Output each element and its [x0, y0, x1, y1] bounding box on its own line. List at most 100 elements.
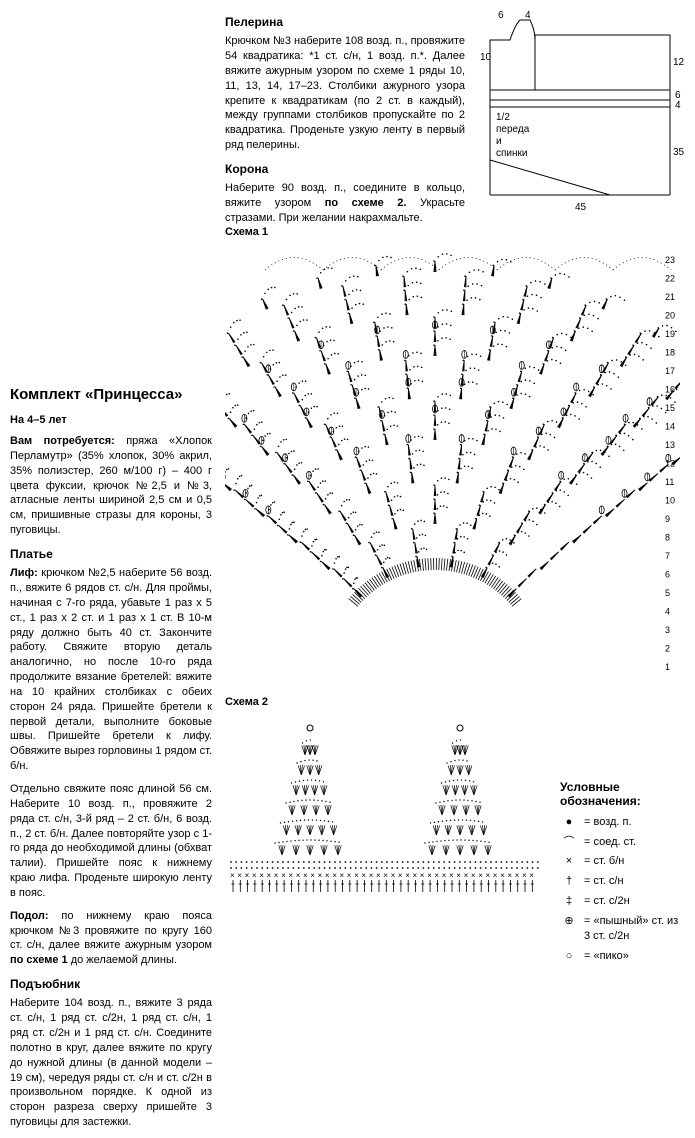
svg-text:×: ×: [529, 871, 534, 880]
svg-text:×: ×: [318, 871, 323, 880]
svg-text:×: ×: [500, 871, 505, 880]
schema1-chart: 1234567891011121314151617181920212223: [225, 240, 680, 685]
diagram-label-2: переда: [496, 124, 530, 135]
pelerina-title: Пелерина: [225, 14, 465, 30]
svg-text:16: 16: [665, 385, 675, 395]
legend-row: ‡= ст. с/2н: [560, 894, 685, 909]
korona-title: Корона: [225, 161, 465, 177]
svg-text:15: 15: [665, 403, 675, 413]
svg-text:×: ×: [442, 871, 447, 880]
legend-symbol: †: [560, 874, 578, 889]
svg-text:12: 12: [665, 459, 675, 469]
legend-row: ○ = «пико»: [560, 949, 685, 964]
dim-45: 45: [575, 202, 587, 213]
legend-row: ×= ст. б/н: [560, 854, 685, 869]
legend-symbol: ●: [560, 815, 578, 830]
dim-6a: 6: [498, 10, 504, 21]
legend-symbol: ×: [560, 854, 578, 869]
legend-row: ⊕= «пышный» ст. из 3 ст. с/2н: [560, 914, 685, 944]
svg-text:×: ×: [507, 871, 512, 880]
legend-text: = соед. ст.: [584, 835, 685, 850]
svg-text:11: 11: [665, 477, 674, 487]
svg-text:17: 17: [665, 366, 675, 376]
svg-text:×: ×: [361, 871, 366, 880]
svg-text:×: ×: [456, 871, 461, 880]
svg-text:×: ×: [259, 871, 264, 880]
svg-text:×: ×: [376, 871, 381, 880]
svg-text:×: ×: [434, 871, 439, 880]
schema2-chart: ××××××××××××××××××××××××××××××××××××××××…: [225, 710, 545, 895]
legend-row: † = ст. с/н: [560, 874, 685, 889]
dim-10: 10: [480, 52, 492, 63]
svg-text:14: 14: [665, 422, 675, 432]
svg-text:1: 1: [665, 662, 670, 672]
svg-text:21: 21: [665, 292, 675, 302]
svg-text:×: ×: [449, 871, 454, 880]
svg-text:×: ×: [288, 871, 293, 880]
legend-symbol: ‡: [560, 894, 578, 909]
podol-label: Подол:: [10, 910, 49, 922]
lif-text: крючком №2,5 наберите 56 возд. п., вяжит…: [10, 567, 212, 772]
svg-text:3: 3: [665, 625, 670, 635]
podyubnik-title: Подъюбник: [10, 976, 212, 992]
svg-text:×: ×: [310, 871, 315, 880]
svg-text:23: 23: [665, 255, 675, 265]
schema2-label: Схема 2: [225, 695, 268, 710]
korona-text: Наберите 90 возд. п., соедините в кольцо…: [225, 181, 465, 226]
left-column: Комплект «Принцесса» На 4–5 лет Вам потр…: [10, 385, 212, 1138]
svg-text:×: ×: [471, 871, 476, 880]
svg-text:×: ×: [274, 871, 279, 880]
legend-text: = возд. п.: [584, 815, 685, 830]
svg-text:×: ×: [391, 871, 396, 880]
podol-bold: по схеме 1: [10, 954, 68, 966]
svg-text:×: ×: [332, 871, 337, 880]
legend-text: = «пико»: [584, 949, 685, 964]
svg-text:×: ×: [464, 871, 469, 880]
diagram-label-4: спинки: [496, 148, 527, 159]
belt-para: Отдельно свяжите пояс длиной 56 см. Набе…: [10, 782, 212, 901]
svg-text:×: ×: [486, 871, 491, 880]
diagram-label-3: и: [496, 136, 502, 147]
svg-text:×: ×: [405, 871, 410, 880]
svg-text:×: ×: [230, 871, 235, 880]
legend: Условные обозначения: ● = возд. п. ⌒= соед…: [560, 780, 685, 969]
podol-para: Подол: по нижнему краю пояса крючком №3 …: [10, 909, 212, 968]
pelerina-section: Пелерина Крючком №3 наберите 108 возд. п…: [225, 14, 465, 234]
svg-text:×: ×: [354, 871, 359, 880]
pelerina-text: Крючком №3 наберите 108 возд. п., провяж…: [225, 34, 465, 153]
svg-text:10: 10: [665, 496, 675, 506]
svg-text:×: ×: [369, 871, 374, 880]
lif-para: Лиф: крючком №2,5 наберите 56 возд. п., …: [10, 566, 212, 774]
materials-label: Вам потребуется:: [10, 435, 115, 447]
podol-text-2: до желаемой длины.: [68, 954, 177, 966]
garment-diagram: 6 4 10 12 6 4 35 45 1/2 переда и спинки: [480, 10, 685, 220]
legend-title: Условные обозначения:: [560, 780, 685, 809]
svg-text:20: 20: [665, 311, 675, 321]
svg-text:×: ×: [267, 871, 272, 880]
svg-text:×: ×: [281, 871, 286, 880]
legend-text: = ст. с/н: [584, 874, 685, 889]
svg-text:×: ×: [515, 871, 520, 880]
svg-text:13: 13: [665, 440, 675, 450]
svg-text:×: ×: [420, 871, 425, 880]
svg-text:×: ×: [340, 871, 345, 880]
svg-text:2: 2: [665, 644, 670, 654]
podyubnik-para: Наберите 104 возд. п., вяжите 3 ряда ст.…: [10, 996, 212, 1130]
dim-4b: 4: [675, 100, 681, 111]
svg-text:×: ×: [398, 871, 403, 880]
svg-text:×: ×: [252, 871, 257, 880]
age-range: На 4–5 лет: [10, 413, 212, 428]
materials-para: Вам потребуется: пряжа «Хлопок Перламутр…: [10, 434, 212, 538]
svg-text:×: ×: [522, 871, 527, 880]
svg-text:22: 22: [665, 274, 675, 284]
legend-row: ⌒= соед. ст.: [560, 835, 685, 850]
legend-symbol: ⊕: [560, 914, 578, 929]
dim-12: 12: [673, 57, 685, 68]
legend-symbol: ○: [560, 949, 578, 964]
svg-text:4: 4: [665, 607, 670, 617]
svg-text:5: 5: [665, 588, 670, 598]
svg-text:×: ×: [383, 871, 388, 880]
materials-text: пряжа «Хлопок Перламутр» (35% хлопок, 30…: [10, 435, 212, 536]
svg-text:×: ×: [478, 871, 483, 880]
lif-label: Лиф:: [10, 567, 38, 579]
